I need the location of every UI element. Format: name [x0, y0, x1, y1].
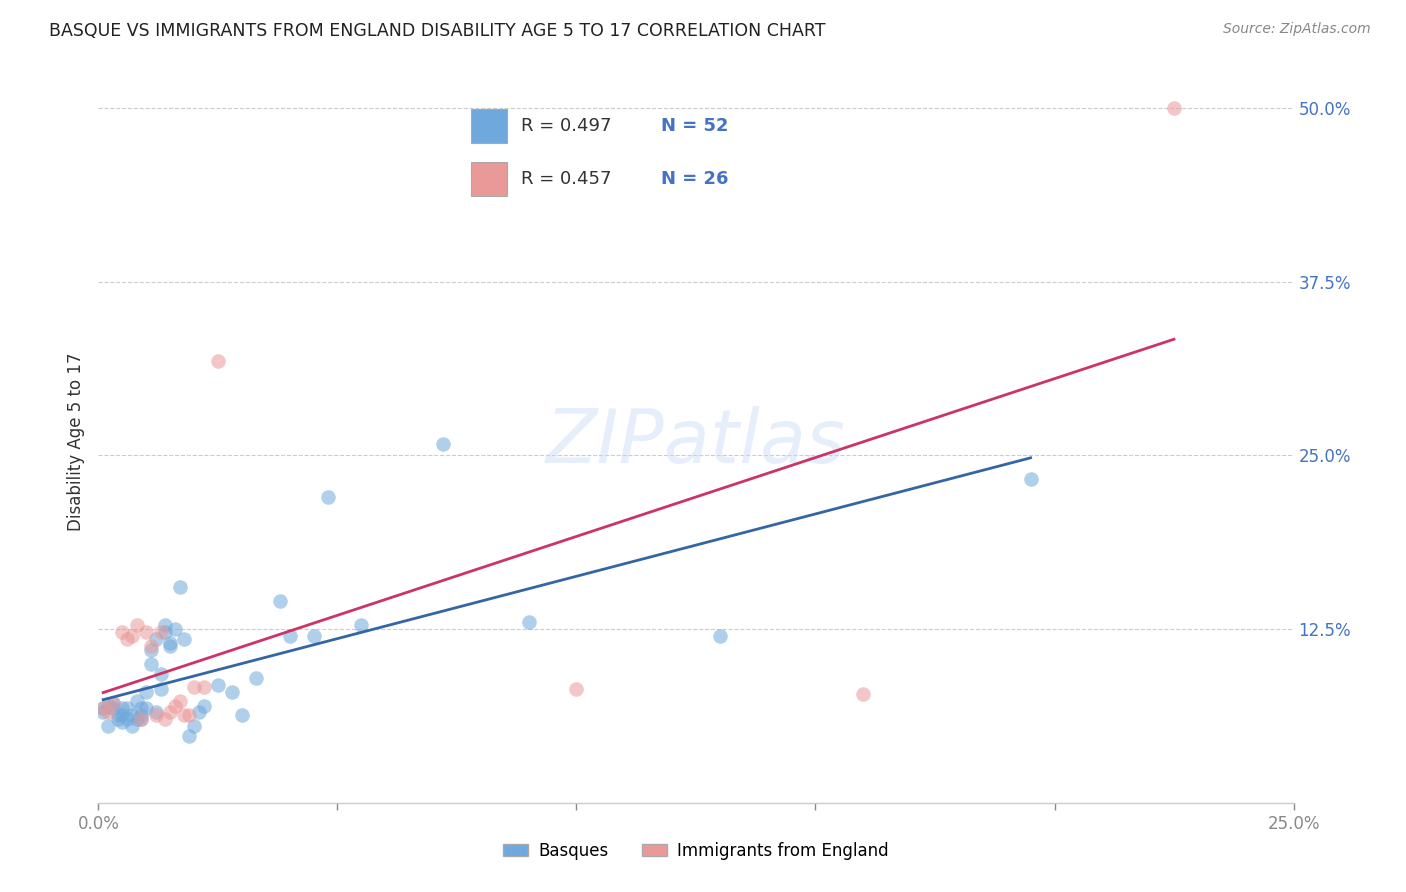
- Point: [159, 706, 181, 720]
- Point: [139, 643, 162, 657]
- Point: [111, 624, 134, 639]
- Legend: Basques, Immigrants from England: Basques, Immigrants from England: [496, 836, 896, 867]
- Point: [207, 354, 229, 368]
- Point: [91, 701, 114, 715]
- Point: [131, 701, 153, 715]
- Point: [245, 671, 267, 685]
- Point: [179, 708, 201, 723]
- Point: [145, 708, 167, 723]
- Point: [193, 698, 215, 713]
- Point: [135, 684, 157, 698]
- Point: [125, 713, 148, 727]
- Point: [193, 681, 215, 695]
- Point: [159, 639, 181, 653]
- Point: [97, 706, 120, 720]
- Point: [221, 684, 243, 698]
- Point: [173, 632, 195, 646]
- Point: [517, 615, 540, 630]
- Point: [101, 696, 124, 710]
- Point: [111, 715, 134, 730]
- Point: [432, 437, 454, 451]
- Point: [173, 708, 195, 723]
- Point: [155, 624, 177, 639]
- Point: [139, 639, 162, 653]
- Point: [135, 624, 157, 639]
- Point: [565, 681, 588, 696]
- Point: [101, 696, 124, 710]
- Point: [121, 708, 143, 723]
- Point: [302, 629, 325, 643]
- Point: [101, 701, 124, 715]
- Point: [231, 708, 253, 723]
- Point: [149, 681, 172, 696]
- Point: [111, 701, 134, 715]
- Point: [852, 687, 875, 701]
- Point: [163, 698, 186, 713]
- Point: [709, 629, 731, 643]
- Point: [145, 706, 167, 720]
- Text: Source: ZipAtlas.com: Source: ZipAtlas.com: [1223, 22, 1371, 37]
- Point: [183, 681, 205, 695]
- Point: [125, 694, 148, 708]
- Point: [121, 629, 143, 643]
- Point: [97, 719, 120, 733]
- Point: [207, 678, 229, 692]
- Point: [149, 666, 172, 681]
- Point: [159, 636, 181, 650]
- Point: [179, 729, 201, 743]
- Point: [125, 618, 148, 632]
- Point: [269, 594, 291, 608]
- Point: [115, 632, 138, 646]
- Point: [278, 629, 301, 643]
- Point: [139, 657, 162, 671]
- Point: [91, 701, 114, 715]
- Point: [316, 490, 339, 504]
- Point: [111, 708, 134, 723]
- Point: [149, 624, 172, 639]
- Text: BASQUE VS IMMIGRANTS FROM ENGLAND DISABILITY AGE 5 TO 17 CORRELATION CHART: BASQUE VS IMMIGRANTS FROM ENGLAND DISABI…: [49, 22, 825, 40]
- Point: [131, 713, 153, 727]
- Point: [169, 694, 191, 708]
- Point: [131, 713, 153, 727]
- Point: [115, 713, 138, 727]
- Point: [107, 713, 129, 727]
- Text: ZIPatlas: ZIPatlas: [546, 406, 846, 477]
- Point: [169, 581, 191, 595]
- Point: [183, 719, 205, 733]
- Y-axis label: Disability Age 5 to 17: Disability Age 5 to 17: [66, 352, 84, 531]
- Point: [131, 708, 153, 723]
- Point: [91, 706, 114, 720]
- Point: [1019, 472, 1042, 486]
- Point: [155, 713, 177, 727]
- Point: [121, 719, 143, 733]
- Point: [107, 708, 129, 723]
- Point: [155, 618, 177, 632]
- Point: [1163, 101, 1185, 115]
- Point: [163, 622, 186, 636]
- Point: [187, 706, 209, 720]
- Point: [97, 698, 120, 713]
- Point: [135, 701, 157, 715]
- Point: [350, 618, 373, 632]
- Point: [115, 701, 138, 715]
- Point: [145, 632, 167, 646]
